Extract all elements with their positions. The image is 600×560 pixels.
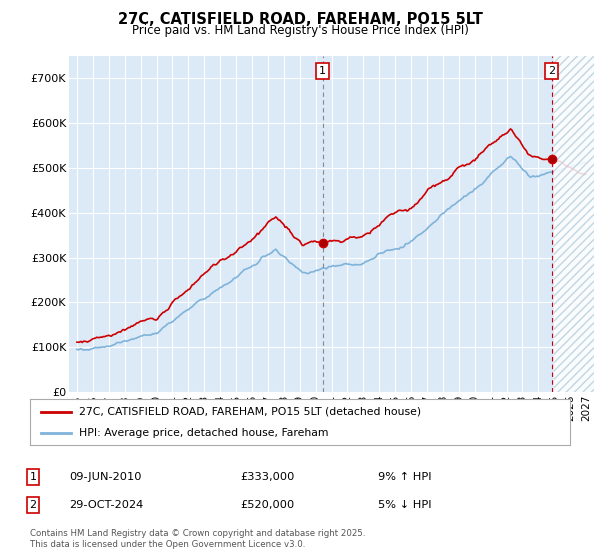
Text: Price paid vs. HM Land Registry's House Price Index (HPI): Price paid vs. HM Land Registry's House … xyxy=(131,24,469,37)
Text: Contains HM Land Registry data © Crown copyright and database right 2025.
This d: Contains HM Land Registry data © Crown c… xyxy=(30,529,365,549)
Text: 09-JUN-2010: 09-JUN-2010 xyxy=(69,472,142,482)
Text: £333,000: £333,000 xyxy=(240,472,295,482)
Text: HPI: Average price, detached house, Fareham: HPI: Average price, detached house, Fare… xyxy=(79,428,328,438)
Text: 5% ↓ HPI: 5% ↓ HPI xyxy=(378,500,431,510)
Text: 27C, CATISFIELD ROAD, FAREHAM, PO15 5LT: 27C, CATISFIELD ROAD, FAREHAM, PO15 5LT xyxy=(118,12,482,27)
Text: 1: 1 xyxy=(29,472,37,482)
Text: 29-OCT-2024: 29-OCT-2024 xyxy=(69,500,143,510)
Text: 9% ↑ HPI: 9% ↑ HPI xyxy=(378,472,431,482)
Text: 2: 2 xyxy=(29,500,37,510)
Text: £520,000: £520,000 xyxy=(240,500,294,510)
Text: 2: 2 xyxy=(548,66,555,76)
Text: 1: 1 xyxy=(319,66,326,76)
Text: 27C, CATISFIELD ROAD, FAREHAM, PO15 5LT (detached house): 27C, CATISFIELD ROAD, FAREHAM, PO15 5LT … xyxy=(79,407,421,417)
